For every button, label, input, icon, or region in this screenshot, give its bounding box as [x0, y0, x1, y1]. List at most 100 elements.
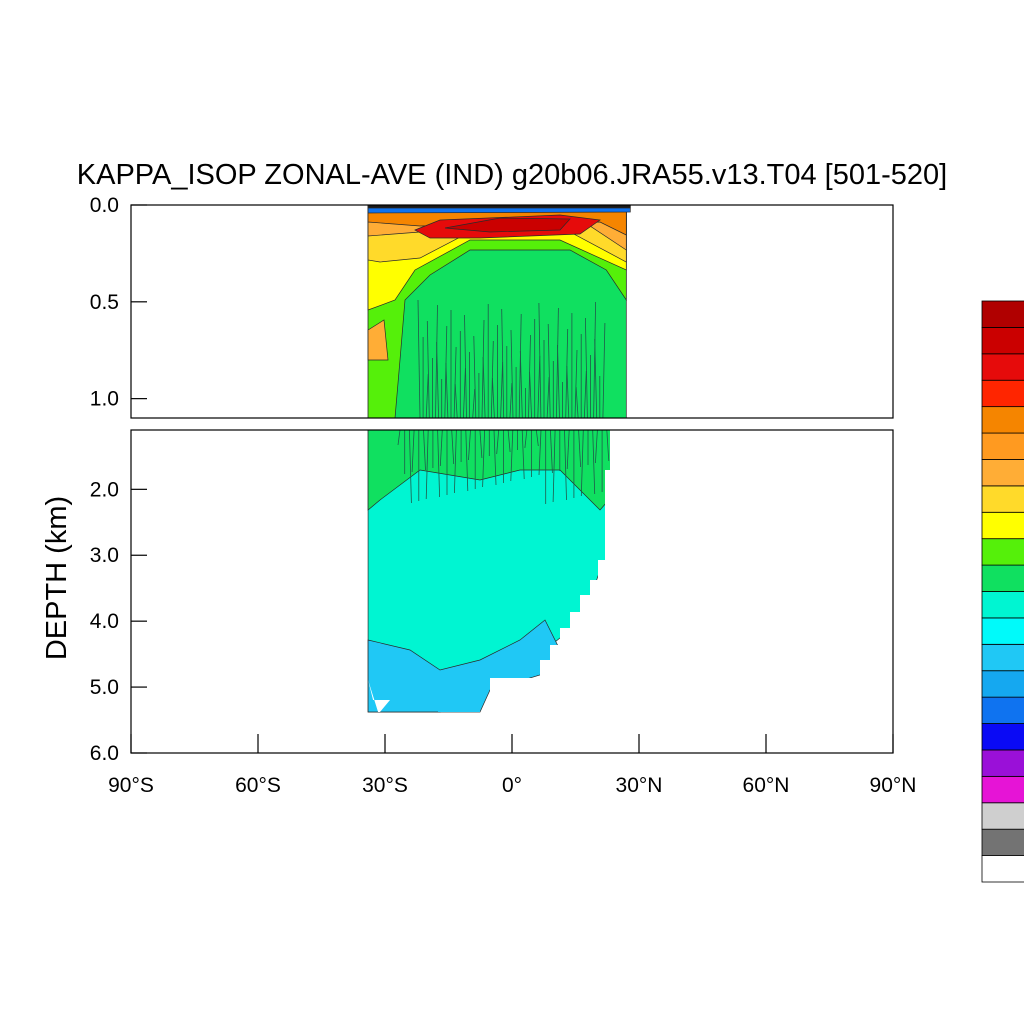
colorbar-swatch: [981, 379, 1024, 408]
contour-line: [547, 323, 551, 418]
contour-line: [496, 430, 500, 455]
bathymetry-mask: [560, 628, 632, 645]
colorbar-swatch: [981, 855, 1024, 883]
contour-line: [578, 430, 581, 468]
contour-line: [451, 430, 455, 465]
colorbar-swatch: [981, 564, 1024, 592]
colorbar-swatch: [981, 775, 1024, 804]
contour-line: [550, 430, 553, 474]
contour-line: [583, 370, 587, 418]
contour-region: [368, 680, 390, 712]
colorbar-swatch: [981, 485, 1024, 513]
bathymetry-mask: [590, 580, 632, 595]
contour-line: [411, 430, 415, 473]
contour-line: [479, 430, 483, 459]
colorbar-swatch: [981, 617, 1024, 645]
y-tick-label: 0.5: [90, 291, 119, 314]
contour-line: [473, 335, 477, 418]
x-tick-label: 0°: [502, 774, 522, 797]
colorbar: [981, 300, 1024, 883]
contour-line: [585, 317, 588, 418]
y-axis: 0.0 0.5 1.0 2.0 3.0 4.0 5.0 6.0: [90, 194, 147, 765]
contour-line: [397, 430, 401, 446]
contour-line: [500, 361, 503, 418]
contour-line: [557, 344, 560, 418]
contour-line: [524, 430, 528, 449]
y-tick-label: 5.0: [90, 676, 119, 699]
contour-line: [518, 313, 522, 418]
colorbar-swatch: [981, 749, 1024, 777]
x-tick-label: 60°S: [235, 774, 281, 797]
contour-line: [468, 430, 471, 461]
colorbar-swatch: [981, 802, 1024, 830]
colorbar-swatch: [981, 591, 1024, 619]
contour-region: [438, 700, 480, 712]
contour-line: [423, 430, 426, 471]
contour-line: [510, 430, 514, 482]
contour-line: [437, 430, 440, 498]
bathymetry-mask: [540, 660, 632, 678]
bathymetry-mask: [550, 645, 632, 660]
contour-line: [463, 367, 466, 418]
contour-line: [594, 338, 598, 418]
contour-line: [454, 383, 458, 418]
contour-line: [472, 388, 476, 418]
bathymetry-mask: [598, 560, 632, 580]
y-tick-label: 0.0: [90, 194, 119, 217]
bathymetry-mask: [605, 470, 632, 560]
colorbar-swatch: [981, 459, 1024, 487]
contour-line: [575, 386, 579, 418]
contour-line: [501, 308, 505, 418]
upper-panel-frame: [130, 204, 894, 419]
contour-line: [481, 319, 485, 418]
upper-panel-contours: [367, 205, 631, 418]
y-tick-label: 3.0: [90, 544, 119, 567]
colorbar-swatch: [981, 643, 1024, 672]
contour-line: [445, 362, 449, 418]
contour-line: [521, 430, 525, 480]
contour-line: [436, 341, 439, 418]
contour-line: [482, 430, 485, 488]
lower-panel-contours: [367, 430, 632, 753]
bathymetry-mask: [570, 612, 632, 628]
y-axis-label: DEPTH (km): [41, 496, 73, 660]
contour-line: [593, 301, 596, 418]
contour-line: [602, 322, 606, 418]
contour-line: [592, 430, 596, 495]
contour-line: [507, 430, 511, 453]
contour-line: [493, 430, 497, 486]
y-tick-label: 6.0: [90, 742, 119, 765]
colorbar-swatch: [981, 432, 1024, 460]
x-axis: 90°S 60°S 30°S 0° 30°N 60°N 90°N: [108, 734, 916, 797]
x-tick-label: 30°N: [616, 774, 663, 797]
contour-line: [529, 371, 532, 418]
contour-line: [439, 430, 443, 467]
contour-line: [492, 377, 495, 418]
contour-line: [464, 314, 467, 418]
bathymetry-mask: [580, 595, 632, 612]
colorbar-swatch: [981, 327, 1024, 355]
contour-line: [606, 430, 610, 462]
x-tick-label: 90°S: [108, 774, 154, 797]
y-tick-label: 4.0: [90, 610, 119, 633]
colorbar-swatch: [981, 353, 1024, 381]
contour-line: [566, 430, 570, 470]
y-tick-label: 1.0: [90, 388, 119, 411]
contour-line: [435, 304, 438, 418]
colorbar-swatch: [981, 511, 1024, 540]
contour-line: [519, 350, 523, 418]
contour-region: [367, 319, 389, 361]
contour-line: [546, 376, 550, 418]
contour-line: [552, 430, 556, 503]
contour-line: [510, 329, 514, 418]
contour-line: [425, 430, 429, 500]
colorbar-swatch: [981, 670, 1024, 698]
contour-line: [595, 430, 598, 464]
contour-line: [509, 382, 513, 418]
contour-region: [367, 205, 631, 209]
contour-line: [444, 325, 448, 418]
contour-line: [574, 349, 578, 418]
contour-line: [425, 373, 429, 418]
y-tick-label: 2.0: [90, 478, 119, 501]
bathymetry-mask: [490, 678, 632, 712]
